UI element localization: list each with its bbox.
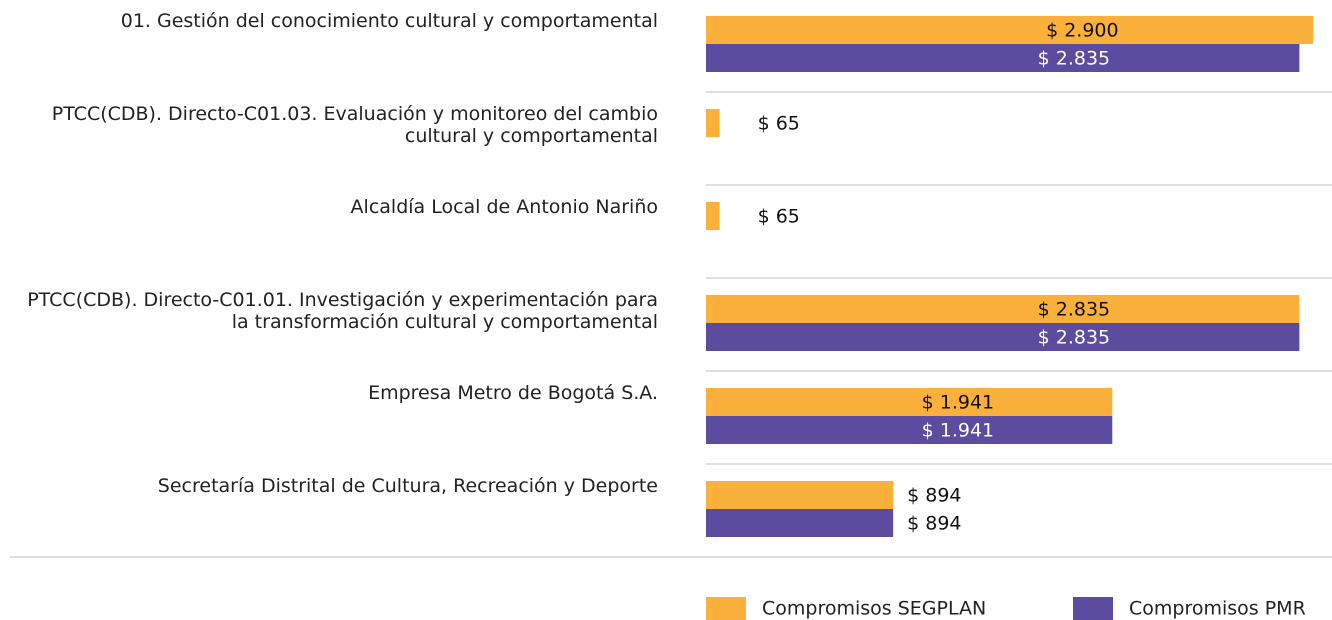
category-label: Secretaría Distrital de Cultura, Recreac…	[157, 475, 658, 497]
category-label: PTCC(CDB). Directo-C01.03. Evaluación y …	[51, 103, 658, 147]
legend-label: Compromisos SEGPLAN	[762, 598, 986, 620]
legend-swatch	[706, 597, 746, 620]
value-label: $ 65	[758, 206, 800, 228]
value-label: $ 1.941	[922, 420, 995, 442]
value-label: $ 894	[907, 485, 961, 507]
bar	[706, 509, 894, 537]
category-label: PTCC(CDB). Directo-C01.01. Investigación…	[27, 289, 658, 333]
value-label: $ 2.835	[1038, 299, 1111, 321]
legend-label: Compromisos PMR	[1129, 598, 1306, 620]
bar	[706, 44, 1300, 72]
bar	[706, 416, 1113, 444]
bar	[706, 481, 894, 509]
category-label: Empresa Metro de Bogotá S.A.	[368, 382, 658, 404]
bar	[706, 388, 1113, 416]
bar	[706, 16, 1313, 44]
category-label: Alcaldía Local de Antonio Nariño	[350, 196, 658, 218]
value-label: $ 2.900	[1046, 20, 1119, 42]
value-label: $ 65	[758, 113, 800, 135]
category-label: 01. Gestión del conocimiento cultural y …	[120, 10, 658, 32]
value-label: $ 2.835	[1038, 327, 1111, 349]
bar	[706, 295, 1300, 323]
value-label: $ 894	[907, 513, 961, 535]
bar	[706, 109, 720, 137]
legend-swatch	[1073, 597, 1113, 620]
bar	[706, 323, 1300, 351]
bar	[706, 202, 720, 230]
value-label: $ 2.835	[1038, 48, 1111, 70]
value-label: $ 1.941	[922, 392, 995, 414]
